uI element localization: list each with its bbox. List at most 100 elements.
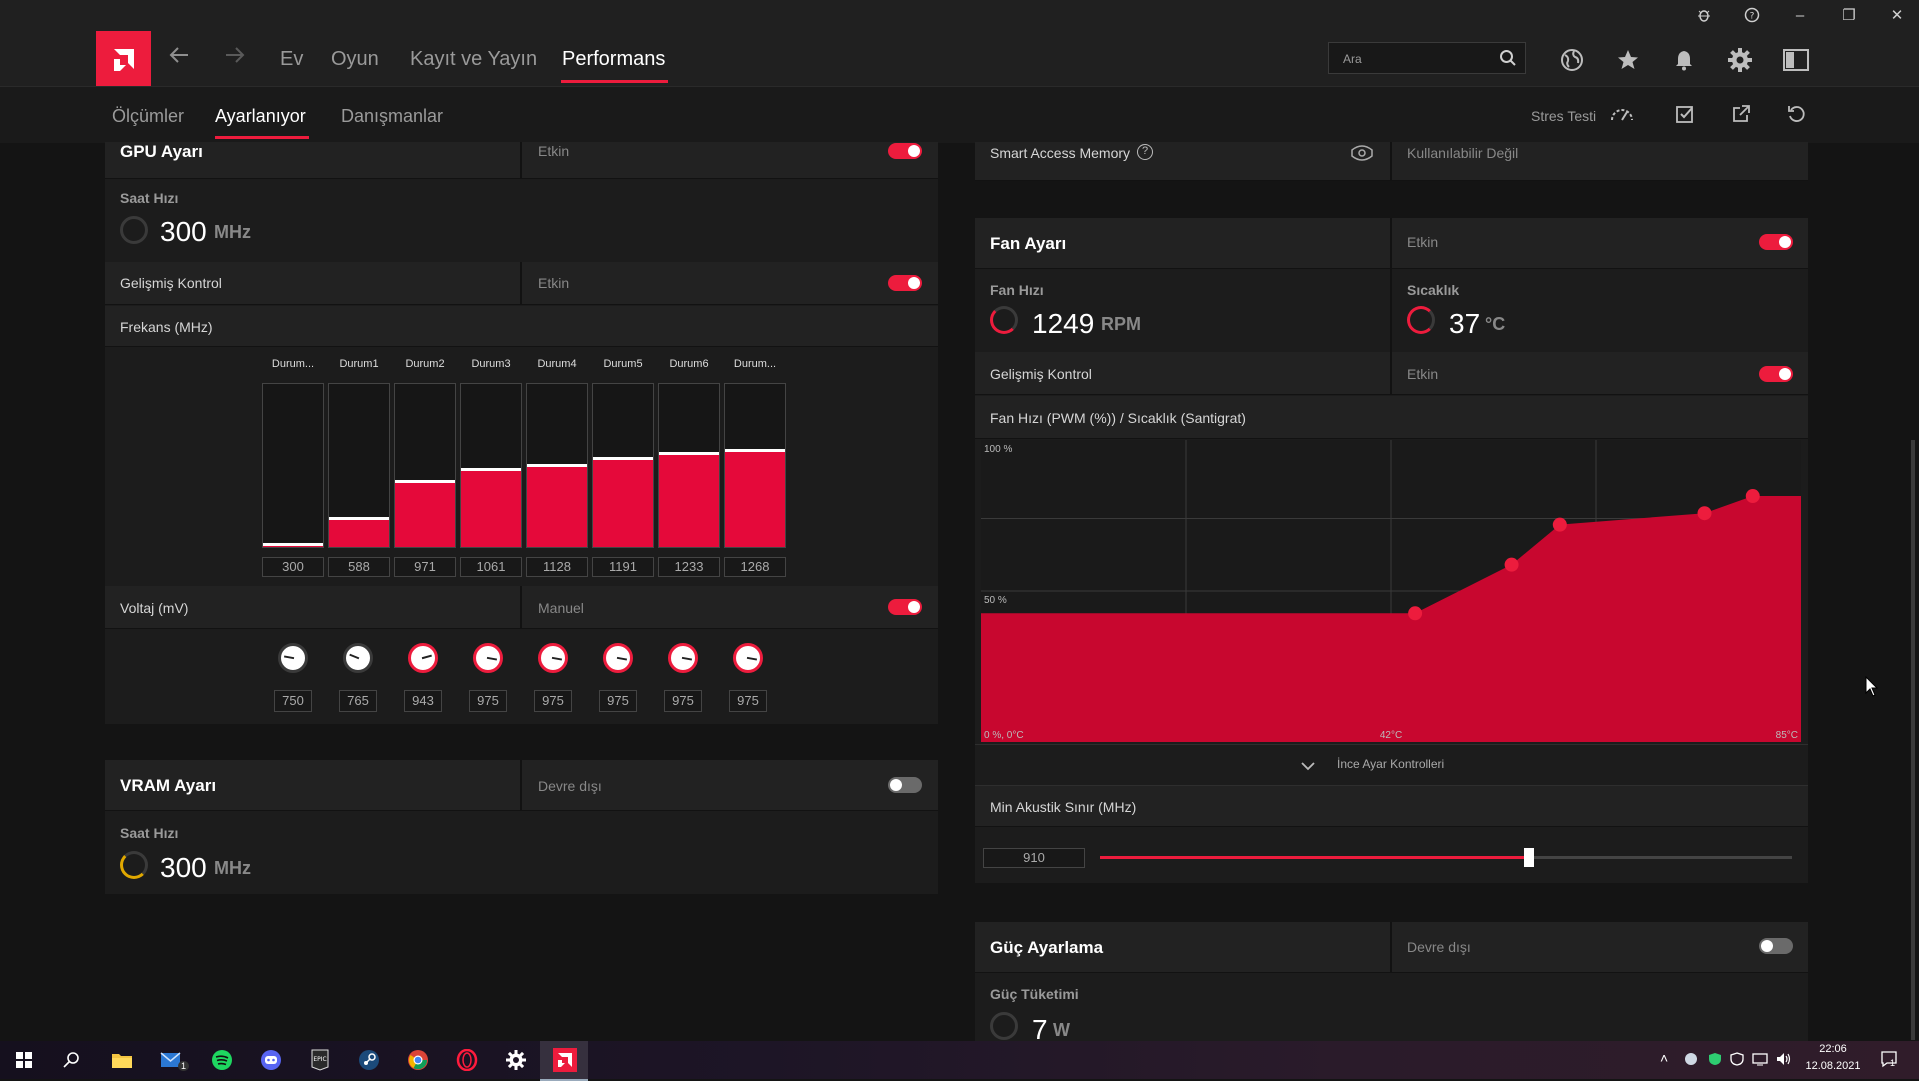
stress-test-label[interactable]: Stres Testi — [1531, 108, 1597, 124]
opera-gx-icon[interactable] — [451, 1045, 483, 1075]
settings-gear-icon[interactable] — [1726, 46, 1754, 74]
acoustic-slider-thumb[interactable] — [1524, 848, 1535, 867]
frequency-handle[interactable] — [461, 468, 521, 472]
voltage-knob[interactable] — [343, 643, 373, 673]
frequency-value-input[interactable]: 1128 — [526, 557, 588, 577]
back-arrow-icon[interactable] — [168, 44, 190, 73]
voltage-knob[interactable] — [603, 643, 633, 673]
frequency-state-slider[interactable] — [658, 383, 720, 548]
frequency-state-slider[interactable] — [526, 383, 588, 548]
close-button[interactable]: ✕ — [1890, 7, 1904, 24]
subtab-metrics[interactable]: Ölçümler — [112, 106, 185, 126]
frequency-value-input[interactable]: 1061 — [460, 557, 522, 577]
tray-chevron-up-icon[interactable]: ˄ — [1660, 1050, 1669, 1066]
vram-tuning-toggle[interactable] — [888, 777, 922, 793]
frequency-handle[interactable] — [527, 463, 587, 467]
frequency-state-slider[interactable] — [262, 383, 324, 548]
windows-start-icon[interactable] — [8, 1045, 40, 1075]
sam-help-icon[interactable]: ? — [1137, 144, 1153, 160]
frequency-value-input[interactable]: 1268 — [724, 557, 786, 577]
voltage-value-input[interactable]: 975 — [599, 690, 637, 712]
tray-network-icon[interactable] — [1752, 1052, 1768, 1071]
frequency-handle[interactable] — [263, 543, 323, 547]
tray-windows-security-icon[interactable] — [1730, 1052, 1744, 1071]
globe-icon[interactable] — [1558, 46, 1586, 74]
chrome-icon[interactable] — [402, 1045, 434, 1075]
maximize-button[interactable]: ❐ — [1842, 7, 1856, 24]
frequency-state-slider[interactable] — [328, 383, 390, 548]
spotify-icon[interactable] — [206, 1045, 238, 1075]
nav-tab-record-stream[interactable]: Kayıt ve Yayın — [410, 48, 538, 70]
voltage-value-input[interactable]: 975 — [729, 690, 767, 712]
notification-center-icon[interactable]: 1 — [1880, 1050, 1898, 1073]
frequency-state-slider[interactable] — [460, 383, 522, 548]
voltage-knob[interactable] — [408, 643, 438, 673]
frequency-handle[interactable] — [725, 448, 785, 452]
frequency-state-slider[interactable] — [394, 383, 456, 548]
bell-icon[interactable] — [1670, 46, 1698, 74]
gpu-advanced-toggle[interactable] — [888, 275, 922, 291]
star-icon[interactable] — [1614, 46, 1642, 74]
fine-tune-row[interactable] — [975, 744, 1808, 786]
acoustic-limit-input[interactable]: 910 — [983, 848, 1085, 868]
frequency-state-slider[interactable] — [724, 383, 786, 548]
chevron-down-icon[interactable] — [1300, 758, 1316, 776]
voltage-value-input[interactable]: 765 — [339, 690, 377, 712]
reset-icon[interactable] — [1786, 104, 1806, 129]
frequency-value-input[interactable]: 971 — [394, 557, 456, 577]
nav-tab-home[interactable]: Ev — [280, 48, 304, 70]
frequency-handle[interactable] — [659, 452, 719, 456]
fan-curve-point[interactable] — [1408, 606, 1423, 621]
voltage-value-input[interactable]: 975 — [534, 690, 572, 712]
apply-check-icon[interactable] — [1675, 104, 1695, 129]
file-explorer-icon[interactable] — [106, 1045, 138, 1075]
clock-date[interactable]: 12.08.2021 — [1805, 1060, 1861, 1072]
steam-icon[interactable] — [353, 1045, 385, 1075]
voltage-value-input[interactable]: 975 — [469, 690, 507, 712]
voltage-knob[interactable] — [538, 643, 568, 673]
frequency-state-slider[interactable] — [592, 383, 654, 548]
voltage-knob[interactable] — [733, 643, 763, 673]
export-icon[interactable] — [1731, 104, 1751, 129]
frequency-value-input[interactable]: 300 — [262, 557, 324, 577]
fan-tuning-toggle[interactable] — [1759, 234, 1793, 250]
sidebar-panel-icon[interactable] — [1782, 46, 1810, 74]
fan-curve-point[interactable] — [1504, 557, 1519, 572]
voltage-knob[interactable] — [278, 643, 308, 673]
frequency-value-input[interactable]: 1191 — [592, 557, 654, 577]
fine-tune-label[interactable]: İnce Ayar Kontrolleri — [1337, 757, 1445, 771]
minimize-button[interactable]: – — [1795, 6, 1805, 24]
mail-icon[interactable]: 1 — [156, 1045, 190, 1075]
gpu-tuning-toggle[interactable] — [888, 143, 922, 159]
power-tuning-toggle[interactable] — [1759, 938, 1793, 954]
amd-logo[interactable] — [96, 31, 151, 86]
subtab-advisors[interactable]: Danışmanlar — [341, 106, 444, 126]
fan-curve-chart[interactable]: 100 % 50 % 0 %, 0°C 42°C 85°C — [981, 440, 1801, 742]
frequency-value-input[interactable]: 1233 — [658, 557, 720, 577]
frequency-value-input[interactable]: 588 — [328, 557, 390, 577]
discord-icon[interactable] — [255, 1045, 287, 1075]
speedometer-icon[interactable] — [1610, 104, 1634, 129]
forward-arrow-icon[interactable] — [224, 44, 246, 73]
fan-curve-point[interactable] — [1697, 506, 1712, 521]
nav-tab-gaming[interactable]: Oyun — [331, 48, 379, 70]
scrollbar[interactable] — [1911, 440, 1915, 1040]
tray-steam-icon[interactable] — [1684, 1052, 1698, 1071]
nav-tab-performance[interactable]: Performans — [562, 48, 666, 70]
settings-taskbar-icon[interactable] — [500, 1045, 532, 1075]
clock-time[interactable]: 22:06 — [1819, 1043, 1847, 1055]
frequency-handle[interactable] — [593, 456, 653, 460]
fan-curve-point[interactable] — [1552, 517, 1567, 532]
search-input[interactable] — [1329, 43, 1495, 75]
subtab-tuning[interactable]: Ayarlanıyor — [215, 106, 306, 126]
tray-volume-icon[interactable] — [1776, 1052, 1792, 1071]
frequency-handle[interactable] — [395, 479, 455, 483]
acoustic-slider-track[interactable] — [1100, 848, 1792, 867]
voltage-knob[interactable] — [668, 643, 698, 673]
fan-curve-point[interactable] — [1745, 489, 1760, 504]
search-icon[interactable] — [1499, 49, 1517, 72]
bug-report-icon[interactable] — [1680, 0, 1728, 30]
search-taskbar-icon[interactable] — [56, 1045, 88, 1075]
voltage-knob[interactable] — [473, 643, 503, 673]
frequency-handle[interactable] — [329, 517, 389, 521]
